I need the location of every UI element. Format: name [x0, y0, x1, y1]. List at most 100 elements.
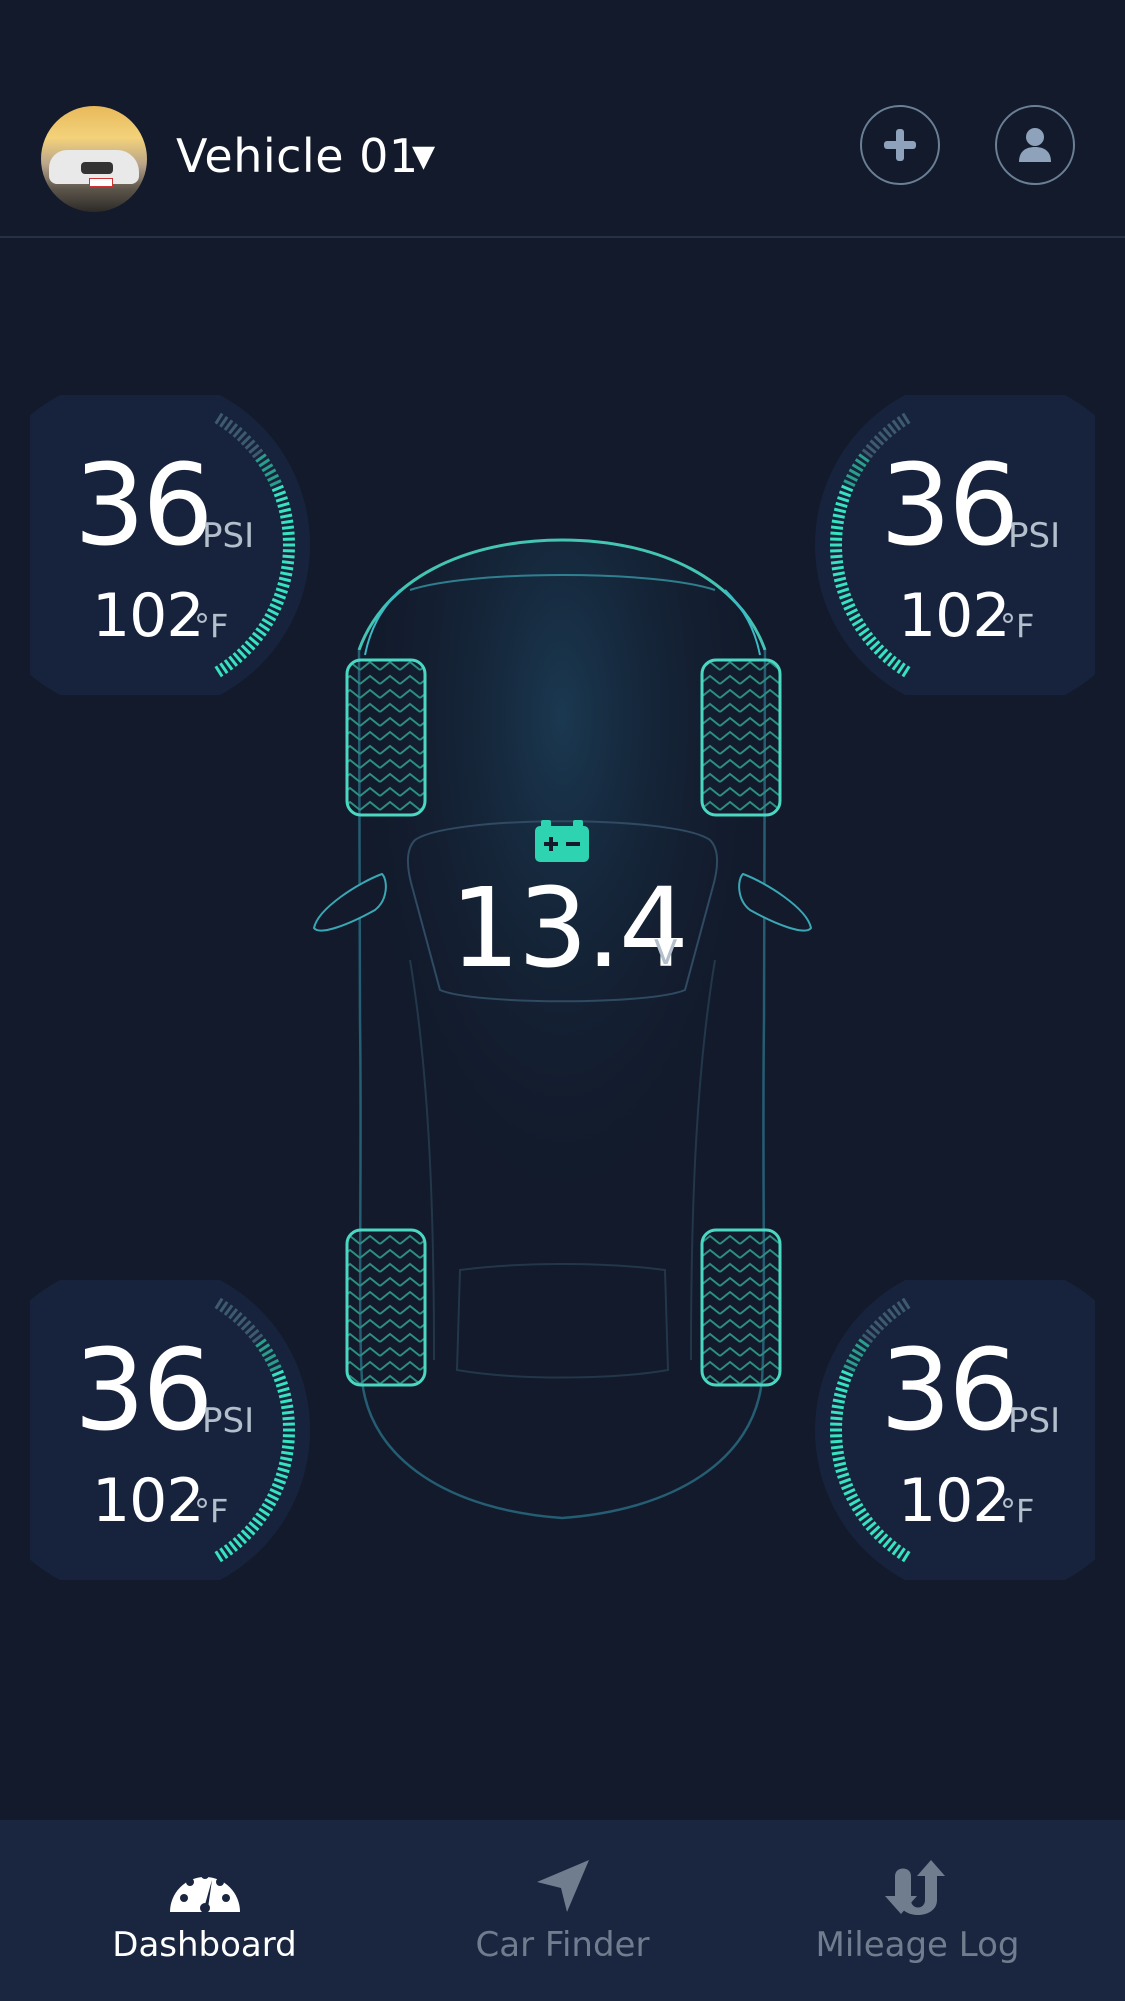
- rear-right-gauge-tick: [836, 1381, 850, 1388]
- front-left-gauge-tick: [219, 416, 229, 428]
- front-right-gauge-tick: [833, 576, 847, 583]
- front-left-pressure-unit: PSI: [202, 516, 255, 556]
- rear-left-gauge-tick: [282, 1439, 295, 1444]
- rear-right-gauge-tick: [845, 1493, 859, 1502]
- rear-left-gauge-tick: [281, 1404, 294, 1410]
- rear-right-gauge-tick: [869, 1324, 881, 1335]
- front-right-gauge-tick: [865, 636, 877, 647]
- front-left-gauge-tick: [280, 571, 293, 577]
- front-right-gauge-tick: [831, 519, 844, 525]
- front-right-gauge-tick: [841, 484, 854, 493]
- rear-left-gauge-tick: [280, 1398, 293, 1404]
- rear-left-gauge[interactable]: [30, 1280, 330, 1580]
- rear-left-gauge-tick: [281, 1450, 294, 1456]
- front-right-gauge-tick: [854, 622, 867, 632]
- avatar-car-plate: [89, 178, 113, 187]
- front-right-gauge-tick: [833, 507, 847, 514]
- front-right-gauge-tick: [830, 560, 844, 565]
- front-right-gauge-tick: [882, 652, 893, 664]
- rear-right-gauge-tick: [848, 1498, 861, 1507]
- rear-left-gauge-tick: [214, 1550, 224, 1563]
- rear-left-gauge-arc: [30, 1280, 310, 1580]
- rear-left-gauge-tick: [281, 1410, 295, 1415]
- front-right-gauge-tick: [843, 603, 856, 611]
- front-left-temperature: 102: [92, 581, 205, 651]
- rear-left-gauge-tick: [244, 1525, 256, 1536]
- front-left-gauge-tick: [248, 636, 260, 647]
- profile-button[interactable]: [995, 105, 1075, 185]
- rear-right-gauge-tick: [869, 1525, 881, 1536]
- tab-dashboard[interactable]: Dashboard: [17, 1820, 392, 2001]
- front-left-gauge-tick: [264, 468, 277, 477]
- rear-right-gauge-tick: [848, 1353, 861, 1362]
- rear-right-gauge-tick: [851, 1348, 864, 1358]
- rear-right-gauge-tick: [831, 1404, 844, 1410]
- add-vehicle-button[interactable]: [860, 105, 940, 185]
- vehicle-avatar[interactable]: [41, 106, 147, 212]
- rear-left-tire: [345, 1228, 427, 1387]
- front-right-gauge-tick: [832, 571, 845, 577]
- rear-right-gauge-tick: [841, 1369, 854, 1378]
- front-left-gauge-tick: [251, 631, 264, 642]
- front-right-gauge-tick: [845, 473, 859, 482]
- front-left-gauge-tick: [244, 640, 256, 651]
- front-left-gauge-arc: [30, 395, 310, 695]
- front-left-gauge-tick: [248, 443, 260, 454]
- rear-right-gauge[interactable]: [795, 1280, 1095, 1580]
- rear-right-gauge-tick: [831, 1450, 844, 1456]
- front-right-gauge-tick: [869, 640, 881, 651]
- front-right-gauge-tick: [835, 582, 848, 589]
- front-left-gauge-tick: [273, 592, 287, 600]
- rear-left-gauge-tick: [240, 1529, 252, 1540]
- front-left-gauge-tick: [261, 463, 274, 473]
- rear-left-gauge-tick: [266, 1493, 280, 1502]
- rear-right-gauge-tick: [832, 1456, 845, 1462]
- rear-left-gauge-tick: [232, 1537, 243, 1549]
- front-right-gauge-tick: [832, 513, 845, 519]
- rear-right-gauge-tick: [896, 1547, 906, 1559]
- front-left-pressure: 36: [74, 441, 214, 571]
- rear-right-gauge-tick: [861, 1333, 874, 1344]
- route-arrows-icon: [884, 1860, 945, 1915]
- front-right-gauge-tick: [877, 648, 889, 660]
- rear-right-gauge-tick: [896, 1301, 906, 1313]
- rear-left-gauge-tick: [223, 1544, 234, 1556]
- rear-left-gauge-tick: [248, 1328, 260, 1339]
- caret-down-icon[interactable]: ▼: [412, 139, 436, 174]
- front-left-gauge-tick: [228, 423, 239, 435]
- rear-left-gauge-tick: [251, 1333, 264, 1344]
- rear-left-gauge-tick: [271, 1482, 284, 1491]
- front-left-gauge-tick: [275, 587, 289, 594]
- rear-left-gauge-tick: [261, 1502, 274, 1512]
- front-right-gauge-tick: [830, 531, 843, 536]
- vehicle-selector-label[interactable]: Vehicle 01: [176, 129, 419, 183]
- front-left-gauge-tick: [255, 453, 267, 463]
- rear-right-gauge-tick: [854, 1343, 867, 1353]
- front-right-gauge-tick: [861, 631, 874, 642]
- front-left-gauge-tick: [240, 435, 252, 446]
- rear-left-gauge-tick: [258, 1507, 271, 1517]
- tab-mileage-log[interactable]: Mileage Log: [730, 1820, 1105, 2001]
- front-right-gauge[interactable]: [795, 395, 1095, 695]
- rear-right-gauge-tick: [841, 1482, 854, 1491]
- front-right-gauge-tick: [848, 613, 861, 622]
- rear-left-gauge-tick: [282, 1416, 295, 1421]
- rear-right-pressure-unit: PSI: [1008, 1401, 1061, 1441]
- battery-icon: [535, 820, 589, 862]
- rear-left-gauge-tick: [219, 1547, 229, 1559]
- rear-right-gauge-tick: [882, 1537, 893, 1549]
- tab-car-finder[interactable]: Car Finder: [375, 1820, 750, 2001]
- rear-right-gauge-tick: [901, 1297, 911, 1310]
- rear-left-gauge-tick: [261, 1348, 274, 1358]
- front-left-gauge-tick: [278, 507, 292, 514]
- front-left-gauge[interactable]: [30, 395, 330, 695]
- rear-left-gauge-tick: [271, 1369, 284, 1378]
- rear-left-gauge-tick: [236, 1315, 248, 1327]
- rear-right-gauge-tick: [865, 1521, 877, 1532]
- front-left-gauge-tick: [282, 554, 295, 559]
- front-left-gauge-tick: [255, 627, 267, 637]
- front-left-gauge-tick: [278, 576, 292, 583]
- rear-right-gauge-tick: [854, 1507, 867, 1517]
- front-right-gauge-tick: [869, 439, 881, 450]
- rear-left-gauge-tick: [278, 1392, 292, 1399]
